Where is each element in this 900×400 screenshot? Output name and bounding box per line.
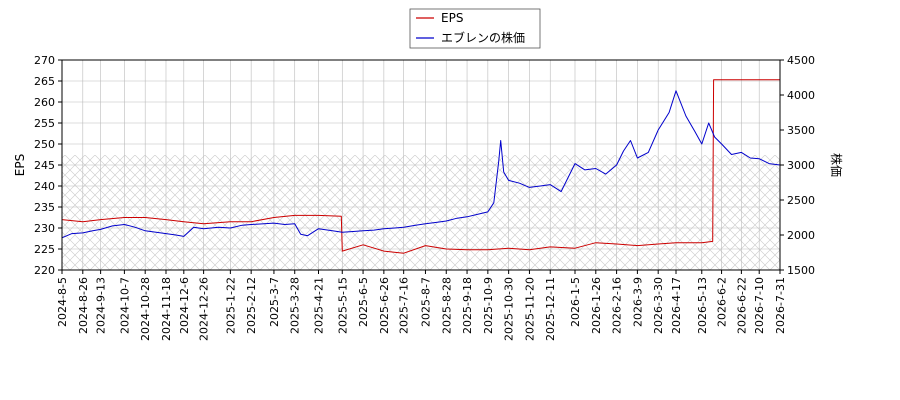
x-tick-label: 2024-10-28 xyxy=(139,277,152,341)
left-tick-label: 265 xyxy=(34,75,55,88)
x-tick-label: 2026-4-17 xyxy=(670,277,683,334)
x-tick-label: 2025-7-16 xyxy=(398,277,411,334)
x-tick-label: 2024-11-18 xyxy=(160,277,173,341)
x-tick-label: 2025-1-22 xyxy=(224,277,237,334)
x-tick-label: 2026-1-26 xyxy=(590,277,603,334)
x-tick-label: 2024-12-26 xyxy=(198,277,211,341)
right-axis: 1500 2000 2500 3000 3500 4000 4500 xyxy=(780,54,815,277)
left-tick-label: 270 xyxy=(34,54,55,67)
x-tick-label: 2025-3-28 xyxy=(289,277,302,334)
x-tick-label: 2025-6-26 xyxy=(378,277,391,334)
x-tick-label: 2026-3-9 xyxy=(631,277,644,327)
x-tick-label: 2025-5-15 xyxy=(336,277,349,334)
left-axis-label: EPS xyxy=(13,154,27,176)
x-tick-label: 2024-10-7 xyxy=(118,277,131,334)
x-tick-label: 2025-4-21 xyxy=(312,277,325,334)
x-tick-label: 2025-10-30 xyxy=(503,277,516,341)
x-tick-label: 2025-9-18 xyxy=(461,277,474,334)
right-tick-label: 4500 xyxy=(787,54,815,67)
right-tick-label: 1500 xyxy=(787,264,815,277)
series-line-eps xyxy=(62,79,780,254)
x-tick-label: 2025-8-28 xyxy=(440,277,453,334)
x-tick-label: 2025-12-11 xyxy=(544,277,557,341)
right-axis-label: 株価 xyxy=(829,153,844,177)
x-tick-label: 2024-9-13 xyxy=(95,277,108,334)
right-tick-label: 4000 xyxy=(787,89,815,102)
legend-label-price: エブレンの株価 xyxy=(441,30,525,45)
x-tick-label: 2026-6-22 xyxy=(735,277,748,334)
x-tick-label: 2026-5-13 xyxy=(696,277,709,334)
x-tick-label: 2025-10-9 xyxy=(482,277,495,334)
legend-box xyxy=(409,8,541,49)
x-tick-label: 2026-6-2 xyxy=(716,277,729,327)
x-tick-label: 2024-8-26 xyxy=(77,277,90,334)
x-tick-label: 2025-2-12 xyxy=(245,277,258,334)
x-tick-label: 2024-8-5 xyxy=(56,277,69,327)
x-tick-label: 2026-3-30 xyxy=(652,277,665,334)
x-tick-label: 2026-7-10 xyxy=(753,277,766,334)
x-tick-label: 2026-7-31 xyxy=(774,277,787,334)
x-tick-label: 2026-2-16 xyxy=(611,277,624,334)
left-axis: 220 225 230 235 240 245 250 255 260 265 270 xyxy=(34,54,62,277)
x-tick-label: 2025-6-5 xyxy=(357,277,370,327)
legend-label-eps: EPS xyxy=(441,11,463,25)
left-tick-label: 225 xyxy=(34,243,55,256)
series-line-stock-price xyxy=(62,90,780,239)
right-tick-label: 3000 xyxy=(787,159,815,172)
series-layer xyxy=(62,79,780,254)
left-tick-label: 235 xyxy=(34,201,55,214)
left-tick-label: 260 xyxy=(34,96,55,109)
right-tick-label: 2000 xyxy=(787,229,815,242)
x-tick-label: 2025-3-7 xyxy=(268,277,281,327)
left-tick-label: 245 xyxy=(34,159,55,172)
hatched-band xyxy=(62,155,780,270)
left-tick-label: 250 xyxy=(34,138,55,151)
left-tick-label: 240 xyxy=(34,180,55,193)
x-tick-label: 2026-1-5 xyxy=(569,277,582,327)
x-axis: 2024-8-5 2024-8-26 2024-9-13 2024-10-7 2024-… xyxy=(56,270,787,341)
x-tick-label: 2025-8-7 xyxy=(419,277,432,327)
left-tick-label: 255 xyxy=(34,117,55,130)
left-tick-label: 220 xyxy=(34,264,55,277)
legend: EPS エブレンの株価 xyxy=(409,8,541,49)
left-tick-label: 230 xyxy=(34,222,55,235)
x-tick-label: 2025-11-20 xyxy=(523,277,536,341)
x-tick-label: 2024-12-6 xyxy=(178,277,191,334)
right-tick-label: 3500 xyxy=(787,124,815,137)
right-tick-label: 2500 xyxy=(787,194,815,207)
